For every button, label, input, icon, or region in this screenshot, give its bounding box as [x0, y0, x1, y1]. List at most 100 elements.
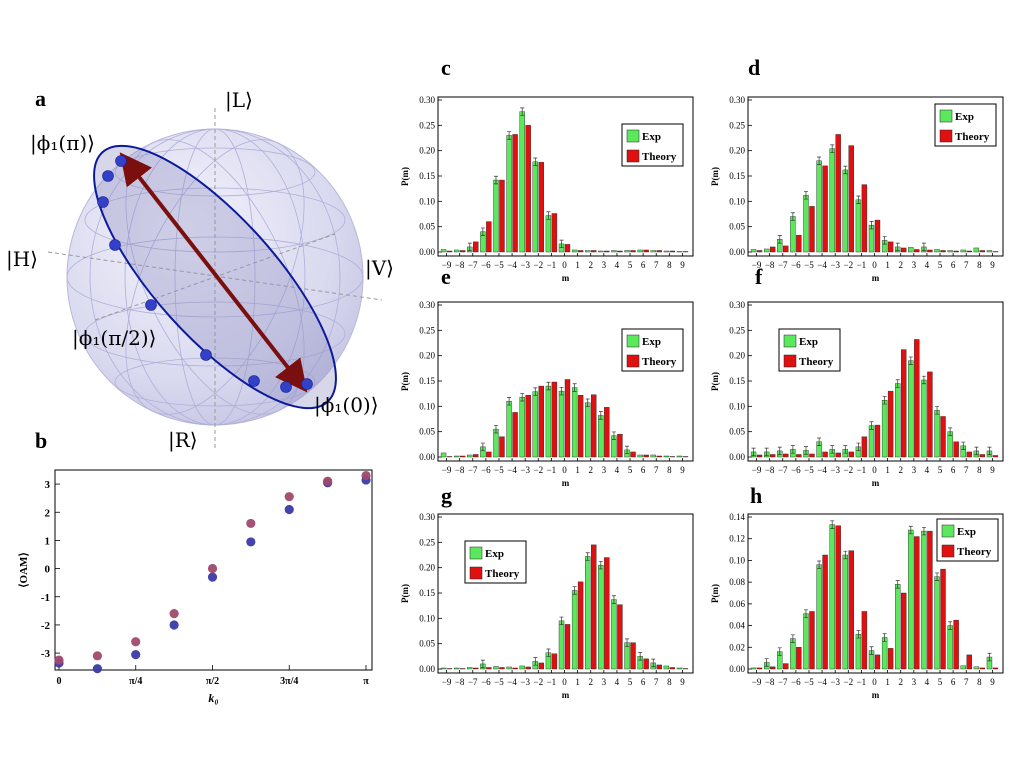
x-tick-label: −2 [534, 677, 544, 687]
bar-exp [453, 455, 460, 458]
x-tick-label: 2 [588, 677, 593, 687]
error-bar [935, 572, 940, 581]
x-tick-label: −6 [481, 260, 491, 270]
y-tick-label: 0.15 [419, 171, 435, 181]
bar-theory [822, 165, 828, 253]
bar-theory [591, 544, 597, 670]
bar-theory [604, 407, 610, 458]
x-tick-label: −1 [547, 260, 557, 270]
error-bar [467, 242, 472, 252]
x-tick-label: −8 [765, 465, 775, 475]
x-tick-label: −2 [844, 677, 854, 687]
bar-exp [855, 634, 862, 670]
x-tick-label: 6 [951, 260, 956, 270]
bar-theory [577, 581, 584, 670]
x-tick-label: −5 [804, 465, 814, 475]
bar-exp [637, 249, 643, 253]
bar-theory [538, 162, 544, 253]
error-bar [507, 397, 512, 406]
x-tick-label: −2 [844, 260, 854, 270]
x-tick-label: 8 [977, 465, 982, 475]
data-point-blue [169, 620, 179, 630]
bar-theory [459, 668, 466, 670]
bar-theory [591, 250, 597, 253]
bar-theory [617, 250, 623, 253]
bar-theory [473, 454, 479, 458]
x-tick-label: 4 [925, 260, 930, 270]
error-bar [908, 525, 913, 535]
bar-theory [848, 145, 854, 253]
error-bar [869, 421, 874, 430]
error-bar [751, 447, 756, 457]
error-bar [533, 387, 538, 396]
bar-exp [571, 590, 578, 670]
x-axis-label: m [562, 690, 570, 700]
bar-exp [947, 250, 953, 253]
error-bar [533, 157, 538, 166]
x-tick-label: −1 [857, 677, 867, 687]
bar-exp [585, 556, 591, 670]
legend-label-theory: Theory [957, 546, 992, 558]
y-tick-label: 0.30 [419, 512, 435, 522]
bar-theory [861, 184, 868, 253]
x-tick-label: −8 [455, 260, 465, 270]
ket-H: |H⟩ [6, 247, 38, 272]
error-bar [651, 658, 656, 668]
bar-exp [558, 390, 565, 458]
bar-theory [927, 371, 933, 458]
x-tick-label: 8 [977, 260, 982, 270]
bar-exp [453, 249, 460, 253]
x-tick-label: −3 [830, 677, 840, 687]
x-tick-label: 6 [951, 677, 956, 687]
error-bar [546, 211, 551, 220]
state-dot [280, 381, 292, 393]
x-tick-label: 3 [912, 677, 917, 687]
error-bar [817, 156, 822, 165]
error-bar [790, 634, 795, 643]
bar-theory [979, 667, 986, 670]
y-tick-label: 0.06 [729, 599, 745, 609]
bar-exp [842, 169, 848, 253]
error-bar [803, 609, 808, 618]
bar-theory [656, 664, 662, 670]
bar-exp [493, 179, 499, 253]
y-tick-label: 0.25 [419, 537, 435, 547]
y-tick-label: 2 [45, 507, 51, 519]
bar-theory [756, 454, 763, 458]
error-bar [611, 431, 616, 440]
x-tick-label: −6 [481, 465, 491, 475]
bar-exp [624, 250, 630, 253]
x-tick-label: 0 [872, 260, 877, 270]
legend-swatch-exp [941, 524, 955, 538]
bar-theory [966, 451, 972, 458]
bar-theory [591, 394, 597, 458]
x-tick-label: 7 [654, 677, 659, 687]
bar-exp [803, 195, 809, 253]
panel-c-chart: c 0.00 0.05 0.10 0.15 0.20 0.25 0.30 −9 −8 −7 −6 −5… [400, 55, 694, 283]
y-tick-label: 0.10 [419, 401, 435, 411]
bar-theory [835, 134, 841, 253]
error-bar [790, 445, 795, 454]
bar-exp [973, 666, 980, 670]
bar-theory [604, 250, 610, 253]
bar-exp [895, 383, 901, 458]
y-axis-label: P(m) [400, 167, 410, 186]
bar-exp [676, 251, 683, 253]
bar-theory [927, 249, 933, 253]
x-tick-label: 3 [602, 677, 607, 687]
x-tick-label: −1 [547, 465, 557, 475]
bar-exp [519, 397, 525, 458]
y-tick-label: 0.20 [419, 146, 435, 156]
ket-L: |L⟩ [225, 88, 253, 113]
bar-exp [611, 250, 617, 253]
x-tick-label: −4 [817, 677, 827, 687]
x-tick-label: −7 [778, 677, 788, 687]
panel-label-c: c [441, 55, 451, 80]
x-tick-label: −7 [778, 260, 788, 270]
bar-theory [669, 250, 676, 253]
data-point-blue [246, 537, 256, 547]
y-tick-label: 0.25 [419, 120, 435, 130]
x-tick-label: −5 [494, 465, 504, 475]
bar-exp [934, 576, 940, 670]
error-bar [546, 381, 551, 391]
